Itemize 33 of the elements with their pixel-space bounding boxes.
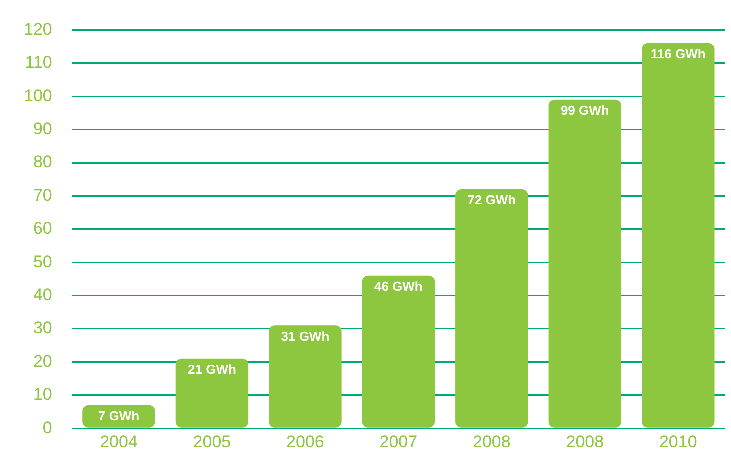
y-tick-label: 0 [42, 418, 52, 438]
y-tick-label: 60 [33, 219, 52, 238]
y-tick-label: 50 [33, 252, 52, 272]
x-tick-label: 2010 [659, 432, 698, 452]
y-tick-label: 120 [24, 20, 52, 39]
data-label: 7 GWh [98, 408, 140, 424]
data-label: 31 GWh [281, 328, 330, 344]
bar [176, 358, 249, 428]
bar [456, 190, 528, 428]
x-tick-label: 2006 [286, 432, 324, 452]
x-tick-label: 2007 [380, 432, 418, 452]
bar [642, 43, 715, 428]
bar [548, 100, 622, 428]
x-tick-label: 2005 [193, 432, 232, 452]
y-tick-label: 80 [33, 152, 52, 172]
data-label: 72 GWh [468, 192, 516, 208]
y-tick-label: 100 [24, 86, 52, 106]
y-tick-label: 70 [33, 186, 52, 205]
data-label: 99 GWh [560, 103, 610, 118]
y-tick-label: 90 [33, 119, 52, 138]
y-tick-label: 110 [25, 53, 52, 72]
y-tick-label: 20 [33, 352, 52, 371]
y-tick-label: 10 [33, 385, 52, 404]
y-tick-label: 40 [33, 285, 52, 304]
y-tick-label: 30 [33, 318, 52, 338]
bar [362, 276, 436, 428]
data-label: 46 GWh [374, 278, 423, 294]
data-label: 21 GWh [188, 362, 236, 377]
bar [269, 326, 342, 428]
x-tick-label: 2004 [100, 432, 138, 452]
data-label: 116 GWh [650, 46, 706, 62]
x-tick-label: 2008 [566, 432, 604, 452]
x-tick-label: 2008 [473, 432, 511, 452]
